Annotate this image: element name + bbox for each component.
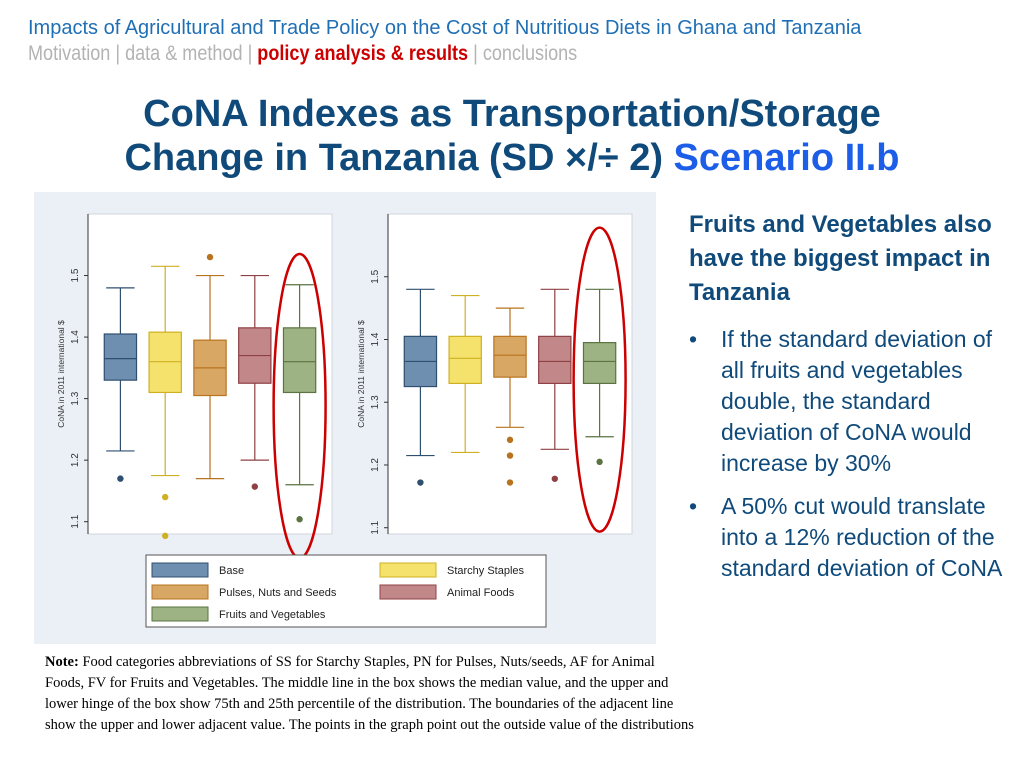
legend-label: Starchy Staples bbox=[447, 565, 525, 577]
y-tick-label: 1.5 bbox=[370, 269, 381, 283]
box-fruits-and-vegetables bbox=[582, 342, 617, 385]
slide-title-line2-text: Change in Tanzania (SD ×/÷ 2) bbox=[124, 137, 663, 179]
box-plot-chart: 1.1 1.2 1.3 1.4 1.5 CoNA in 2011 internationa… bbox=[56, 213, 633, 628]
bullet-item: • A 50% cut would translate into a 12% r… bbox=[689, 491, 1009, 584]
slide-title-line1: CoNA Indexes as Transportation/Storage bbox=[143, 93, 881, 135]
nav-separator: | bbox=[115, 42, 121, 65]
box-base bbox=[103, 333, 138, 381]
presentation-title: Impacts of Agricultural and Trade Policy… bbox=[28, 17, 862, 39]
outlier-point bbox=[206, 253, 214, 261]
outlier-point bbox=[251, 483, 258, 490]
y-tick-label: 1.1 bbox=[70, 514, 81, 528]
legend-box bbox=[145, 554, 547, 628]
nav-item-conclusions[interactable]: conclusions bbox=[482, 42, 578, 65]
outlier-point bbox=[162, 493, 169, 501]
chart-panel: 1.1 1.2 1.3 1.4 1.5 CoNA in 2011 internationa… bbox=[34, 192, 656, 644]
legend-swatch bbox=[379, 584, 437, 600]
legend-swatch bbox=[151, 606, 209, 622]
bullet-text: If the standard deviation of all fruits … bbox=[721, 326, 993, 476]
slide-title-line2: Change in Tanzania (SD ×/÷ 2) Scenario I… bbox=[0, 136, 1024, 180]
legend-label: Base bbox=[219, 565, 244, 577]
y-tick-label: 1.5 bbox=[70, 268, 81, 282]
nav-separator: | bbox=[247, 42, 253, 65]
note-text: Food categories abbreviations of SS for … bbox=[45, 654, 694, 733]
scenario-label: Scenario II.b bbox=[673, 137, 900, 179]
bullet-item: • If the standard deviation of all fruit… bbox=[689, 324, 1009, 479]
y-tick-label: 1.2 bbox=[370, 458, 381, 472]
nav-separator: | bbox=[473, 42, 478, 65]
box-pulses-nuts-and-seeds bbox=[493, 335, 527, 378]
y-axis-label: CoNA in 2011 international $ bbox=[356, 320, 366, 428]
bullet-icon: • bbox=[689, 493, 698, 519]
bullet-text: A 50% cut would translate into a 12% red… bbox=[721, 493, 1003, 581]
side-text: Fruits and Vegetables also have the bigg… bbox=[689, 208, 1009, 596]
y-tick-label: 1.4 bbox=[70, 330, 81, 344]
y-tick-label: 1.1 bbox=[370, 520, 381, 534]
outlier-point bbox=[506, 479, 514, 486]
note-label: Note: bbox=[45, 654, 79, 670]
highlight-circle bbox=[572, 226, 627, 533]
box-starchy-staples bbox=[148, 331, 182, 394]
box-starchy-staples bbox=[448, 335, 482, 385]
nav-item-data-method[interactable]: data & method bbox=[125, 42, 243, 65]
outlier-point bbox=[506, 436, 514, 444]
outlier-point bbox=[162, 532, 169, 540]
y-axis-label: CoNA in 2011 international $ bbox=[56, 320, 66, 428]
bullet-list: • If the standard deviation of all fruit… bbox=[689, 324, 1009, 584]
outlier-point bbox=[417, 479, 424, 486]
outlier-point bbox=[506, 452, 514, 459]
box-animal-foods bbox=[538, 335, 572, 385]
outlier-point bbox=[117, 475, 124, 482]
slide-title: CoNA Indexes as Transportation/Storage C… bbox=[0, 92, 1024, 180]
chart-note: Note: Food categories abbreviations of S… bbox=[45, 652, 695, 736]
legend-label: Pulses, Nuts and Seeds bbox=[219, 587, 337, 599]
legend-swatch bbox=[151, 584, 209, 600]
legend-swatch bbox=[379, 562, 437, 578]
side-heading: Fruits and Vegetables also have the bigg… bbox=[689, 211, 992, 306]
outlier-point bbox=[596, 458, 603, 466]
outlier-point bbox=[551, 475, 558, 482]
outlier-point bbox=[296, 516, 303, 523]
box-fruits-and-vegetables bbox=[282, 327, 317, 394]
nav-item-motivation[interactable]: Motivation bbox=[28, 42, 111, 65]
nav-item-policy-analysis[interactable]: policy analysis & results bbox=[257, 42, 469, 65]
y-tick-label: 1.2 bbox=[70, 453, 81, 467]
legend-swatch bbox=[151, 562, 209, 578]
section-nav: Motivation | data & method | policy anal… bbox=[28, 42, 577, 66]
legend-label: Fruits and Vegetables bbox=[219, 609, 326, 621]
legend-label: Animal Foods bbox=[447, 587, 515, 599]
bullet-icon: • bbox=[689, 326, 698, 352]
y-tick-label: 1.3 bbox=[70, 391, 81, 405]
y-tick-label: 1.3 bbox=[370, 395, 381, 409]
y-tick-label: 1.4 bbox=[370, 332, 381, 346]
